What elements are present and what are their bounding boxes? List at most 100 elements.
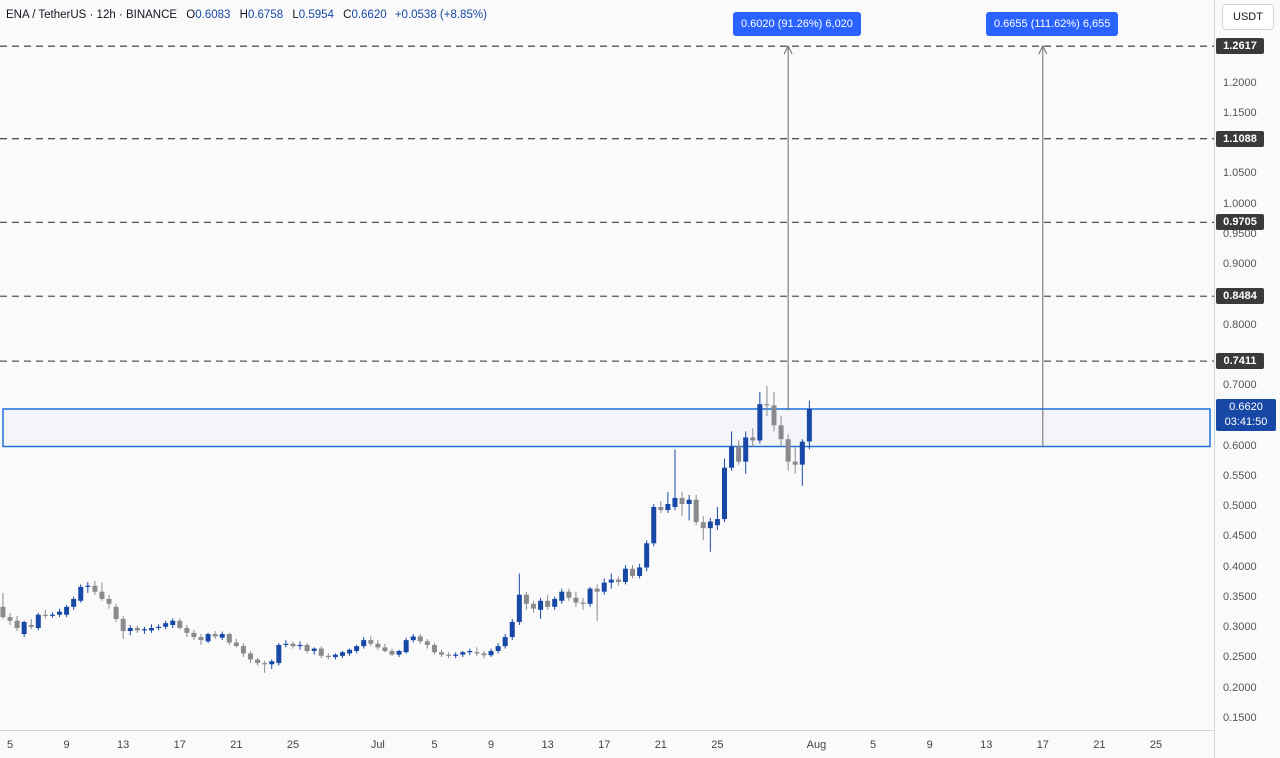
time-tick-label: 5 xyxy=(869,739,877,751)
candle-countdown: 03:41:50 xyxy=(1224,416,1268,428)
time-tick-label: 21 xyxy=(654,739,667,751)
candle xyxy=(92,580,98,595)
candle-body xyxy=(538,600,544,610)
price-tick-label: 0.3500 xyxy=(1223,590,1257,603)
time-tick-label: 25 xyxy=(711,739,724,751)
candles xyxy=(0,386,812,673)
candle-body xyxy=(382,647,388,651)
candle-body xyxy=(106,598,112,604)
candle-body xyxy=(248,653,254,660)
candle-body xyxy=(729,446,735,468)
price-tick-label: 0.8000 xyxy=(1223,318,1257,331)
candle-body xyxy=(509,621,515,638)
candle-body xyxy=(637,567,643,576)
candle-body xyxy=(233,642,239,647)
candle xyxy=(311,647,317,655)
candle-body xyxy=(686,499,692,504)
candle xyxy=(248,650,254,664)
symbol-legend: ENA / TetherUS · 12h · BINANCE O0.6083 H… xyxy=(6,9,487,21)
candle xyxy=(446,652,452,659)
candle-body xyxy=(736,446,742,462)
candle-body xyxy=(559,591,565,601)
price-tick-label: 0.4500 xyxy=(1223,530,1257,543)
candle xyxy=(799,439,805,486)
candle xyxy=(771,392,777,432)
projection-arrow-head xyxy=(1038,44,1048,55)
measure-label-1[interactable]: 0.6020 (91.26%) 6,020 xyxy=(733,12,861,36)
candle-body xyxy=(750,437,756,441)
candle xyxy=(538,597,544,619)
candle-body xyxy=(778,425,784,440)
candle-body xyxy=(481,653,487,656)
time-tick-label: 17 xyxy=(173,739,186,751)
time-tick-label: 13 xyxy=(117,739,130,751)
candle-body xyxy=(424,641,430,645)
candle xyxy=(120,615,126,639)
currency-button[interactable]: USDT xyxy=(1222,4,1274,30)
candle-body xyxy=(573,597,579,603)
candle xyxy=(495,643,501,654)
time-tick-label: 5 xyxy=(6,739,14,751)
candle-body xyxy=(290,643,296,647)
candle xyxy=(368,636,374,647)
candle xyxy=(212,631,218,639)
candle-body xyxy=(198,637,204,641)
candle-body xyxy=(28,624,34,627)
candle xyxy=(219,631,225,641)
candle xyxy=(509,618,515,641)
candle-body xyxy=(467,650,473,653)
price-axis[interactable]: 0.1500 0.2000 0.2500 0.3000 0.3500 0.4000 0.45… xyxy=(1214,0,1280,758)
resistance-level-tag: 1.1088 xyxy=(1216,130,1264,147)
price-tick-label: 0.3000 xyxy=(1223,621,1257,633)
high-value: 0.6758 xyxy=(247,9,284,21)
candle-body xyxy=(403,640,409,653)
candle-body xyxy=(792,461,798,465)
candle-body xyxy=(587,588,593,604)
open-label: O xyxy=(186,9,196,21)
candle xyxy=(417,634,423,644)
candle xyxy=(304,643,310,654)
current-price-tag: 0.6620 03:41:50 xyxy=(1216,399,1276,431)
candle-body xyxy=(0,606,6,618)
candle-body xyxy=(806,408,812,442)
time-tick-label: 17 xyxy=(598,739,611,751)
candle-body xyxy=(99,591,105,599)
candle xyxy=(644,540,650,572)
candle-body xyxy=(141,629,147,631)
candle xyxy=(658,500,664,514)
candle xyxy=(502,634,508,649)
measure-label-2[interactable]: 0.6655 (111.62%) 6,655 xyxy=(986,12,1119,36)
candle-body xyxy=(212,634,218,637)
candle-body xyxy=(693,499,699,523)
high-label: H xyxy=(239,9,248,21)
candle-body xyxy=(545,600,551,607)
candle xyxy=(410,634,416,643)
candle xyxy=(78,584,84,603)
candle-body xyxy=(580,602,586,604)
candle-body xyxy=(361,640,367,647)
candle xyxy=(431,642,437,655)
candle xyxy=(290,641,296,649)
time-axis[interactable]: 5 9 13 17 21 25 Jul 5 9 13 17 21 25 Aug 5 9 13 17 21 25 xyxy=(0,730,1214,758)
candle xyxy=(707,517,713,552)
candle xyxy=(806,400,812,450)
chart-area[interactable]: ENA / TetherUS · 12h · BINANCE O0.6083 H… xyxy=(0,0,1214,730)
candlestick-chart[interactable] xyxy=(0,0,1214,730)
candle xyxy=(439,649,445,658)
time-tick-label: Aug xyxy=(806,739,827,751)
candle xyxy=(396,649,402,658)
candle xyxy=(156,624,162,631)
candle xyxy=(361,637,367,649)
candle xyxy=(49,612,55,618)
candle-body xyxy=(318,648,324,656)
candle-body xyxy=(78,586,84,601)
time-tick-label: 9 xyxy=(63,739,70,751)
price-tick-label: 0.7000 xyxy=(1223,379,1257,391)
time-tick-label: Jul xyxy=(370,739,385,751)
candle-body xyxy=(785,439,791,462)
candle-body xyxy=(120,618,126,632)
candle-body xyxy=(240,646,246,654)
projection-arrows xyxy=(783,44,1048,447)
candle xyxy=(240,643,246,658)
candle xyxy=(530,600,536,613)
